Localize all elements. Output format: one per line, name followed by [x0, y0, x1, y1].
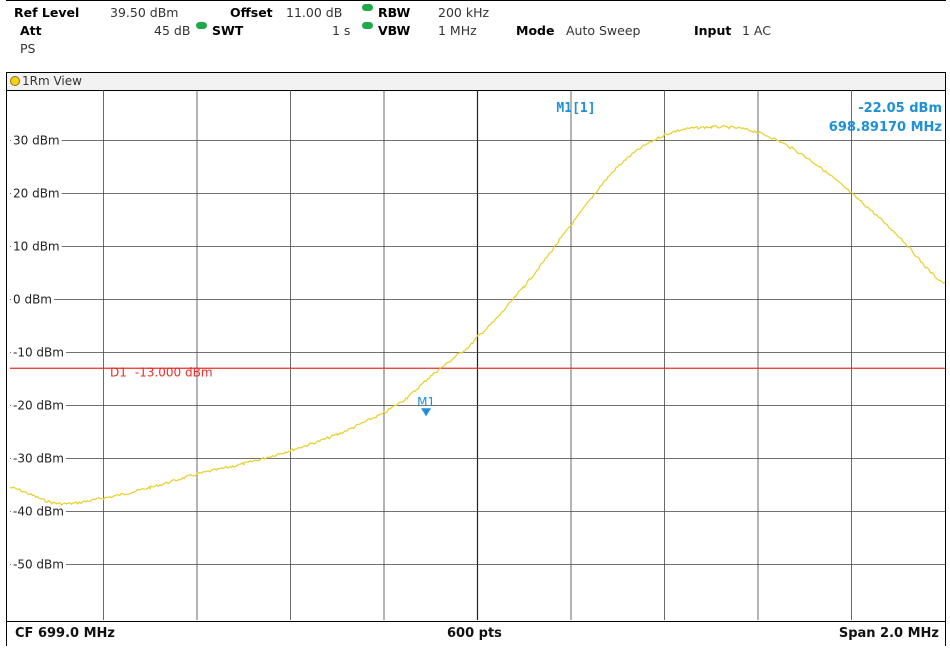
vbw-label: VBW [378, 23, 411, 38]
y-tick-label-bg [11, 132, 62, 147]
grid [10, 90, 945, 620]
y-tick-label-bg [11, 238, 62, 253]
swt-coupling-indicator-icon [362, 22, 373, 29]
swt-label: SWT [212, 23, 244, 38]
display-line-value: -13.000 dBm [135, 365, 213, 379]
marker-triangle-icon [421, 408, 432, 417]
y-tick-label-bg [11, 291, 54, 306]
status-footer: CF 699.0 MHz 600 pts Span 2.0 MHz [7, 621, 945, 646]
y-tick-label-bg [11, 397, 66, 412]
marker-m1[interactable]: M1 [417, 395, 435, 417]
y-tick-label: 10 dBm [13, 239, 60, 253]
offset-label: Offset [230, 5, 273, 20]
view-tab[interactable]: 1Rm View [7, 73, 945, 91]
y-tick-labels: 30 dBm 20 dBm 10 dBm 0 dBm -10 dBm -20 dBm -30… [11, 132, 66, 571]
rbw-value[interactable]: 200 kHz [438, 5, 490, 20]
rbw-label: RBW [378, 5, 411, 20]
trace-1 [9, 125, 946, 506]
mode-label: Mode [516, 23, 555, 38]
ref-level-value[interactable]: 39.50 dBm [110, 5, 179, 20]
sweep-points[interactable]: 600 pts [447, 626, 502, 641]
marker-readout-frequency: 698.89170 MHz [829, 120, 942, 135]
mode-value[interactable]: Auto Sweep [566, 23, 641, 38]
view-indicator-icon [10, 76, 20, 86]
y-tick-label-bg [11, 185, 62, 200]
input-value[interactable]: 1 AC [742, 23, 771, 38]
marker-readout-level: -22.05 dBm [858, 101, 942, 116]
att-label: Att [20, 23, 42, 38]
att-value[interactable]: 45 dB [154, 23, 191, 38]
y-tick-label: 20 dBm [13, 186, 60, 200]
y-tick-label-bg [11, 503, 66, 518]
ref-level-label: Ref Level [14, 5, 80, 20]
span[interactable]: Span 2.0 MHz [838, 626, 939, 641]
coupling-indicator-icon [362, 4, 373, 11]
display-line: D1 -13.000 dBm [10, 365, 945, 379]
y-tick-label: -50 dBm [13, 557, 64, 571]
y-tick-label: -20 dBm [13, 398, 64, 412]
y-tick-label: 30 dBm [13, 133, 60, 147]
y-tick-label-bg [11, 344, 66, 359]
y-tick-label: -40 dBm [13, 504, 64, 518]
att-coupling-indicator-icon [196, 22, 207, 29]
vbw-value[interactable]: 1 MHz [438, 23, 477, 38]
offset-value[interactable]: 11.00 dB [286, 5, 343, 20]
swt-value[interactable]: 1 s [332, 23, 351, 38]
view-label: 1Rm View [22, 74, 82, 88]
marker-readout-label: M1[1] [556, 101, 595, 116]
input-label: Input [694, 23, 732, 38]
center-frequency[interactable]: CF 699.0 MHz [15, 626, 115, 641]
header-top-border [6, 0, 946, 1]
display-line-label: D1 -13.000 dBm [110, 365, 213, 379]
y-tick-label: -30 dBm [13, 451, 64, 465]
ps-label: PS [20, 41, 36, 56]
settings-header: Ref Level 39.50 dBm Offset 11.00 dB RBW … [0, 0, 950, 70]
y-tick-label: -10 dBm [13, 345, 64, 359]
marker-label: M1 [417, 395, 435, 409]
y-tick-label: 0 dBm [13, 292, 52, 306]
y-tick-label-bg [11, 556, 66, 571]
y-tick-label-bg [11, 450, 66, 465]
display-line-name: D1 [110, 365, 127, 379]
